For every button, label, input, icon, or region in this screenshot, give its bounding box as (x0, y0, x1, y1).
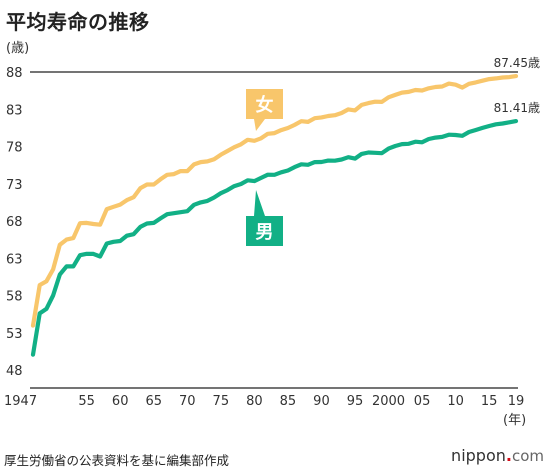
x-tick-label: 19 (508, 394, 525, 409)
series-line-0 (30, 74, 519, 328)
labels-layer: 87.45歳 81.41歳 女男 (246, 56, 540, 246)
series-callout-0: 女 (246, 89, 283, 131)
series-layer (30, 74, 519, 357)
y-axis-unit: (歳) (6, 41, 29, 56)
callout-label-0: 女 (256, 94, 274, 116)
x-tick-label: 80 (246, 394, 263, 409)
x-axis-unit: (年) (503, 413, 526, 428)
line-chart: (歳) 48 53 58 63 68 73 78 83 88 1947 55 60 65 70 75 80 8… (4, 41, 540, 428)
x-tick-label: 2000 (372, 394, 405, 409)
callout-box-0 (246, 89, 283, 131)
x-tick-label: 65 (145, 394, 162, 409)
x-tick-label: 1947 (4, 394, 37, 409)
logo-suffix: com (511, 447, 544, 465)
x-tick-label: 75 (213, 394, 230, 409)
series-callout-1: 男 (246, 190, 283, 246)
callout-box-1 (246, 190, 283, 246)
x-tick-label: 10 (447, 394, 464, 409)
y-tick-label: 83 (6, 103, 23, 118)
x-tick-label: 60 (112, 394, 129, 409)
y-tick-label: 78 (6, 141, 23, 156)
x-axis-ticks: 1947 55 60 65 70 75 80 85 90 95 2000 05 10 15 19 (4, 394, 524, 409)
x-tick-label: 95 (347, 394, 364, 409)
end-value-label-0: 87.45歳 (494, 56, 540, 70)
y-tick-label: 88 (6, 66, 23, 81)
x-tick-label: 15 (481, 394, 498, 409)
y-axis-ticks: 48 53 58 63 68 73 78 83 88 (6, 66, 23, 379)
y-tick-label: 48 (6, 364, 23, 379)
logo-name: nippon (451, 446, 506, 465)
callout-label-1: 男 (256, 222, 274, 243)
y-tick-label: 68 (6, 215, 23, 230)
chart-title: 平均寿命の推移 (6, 10, 150, 34)
x-tick-label: 90 (313, 394, 330, 409)
source-note: 厚生労働省の公表資料を基に編集部作成 (4, 453, 230, 468)
y-tick-label: 53 (6, 327, 23, 342)
x-tick-label: 55 (78, 394, 95, 409)
x-tick-label: 85 (280, 394, 297, 409)
x-tick-label: 70 (179, 394, 196, 409)
end-value-label-1: 81.41歳 (494, 101, 540, 115)
nippon-logo: nippon.com (451, 446, 544, 465)
series-line-1 (30, 119, 519, 357)
y-tick-label: 73 (6, 178, 23, 193)
x-tick-label: 05 (414, 394, 431, 409)
logo-dot: . (505, 446, 512, 465)
y-tick-label: 58 (6, 290, 23, 305)
y-tick-label: 63 (6, 252, 23, 267)
